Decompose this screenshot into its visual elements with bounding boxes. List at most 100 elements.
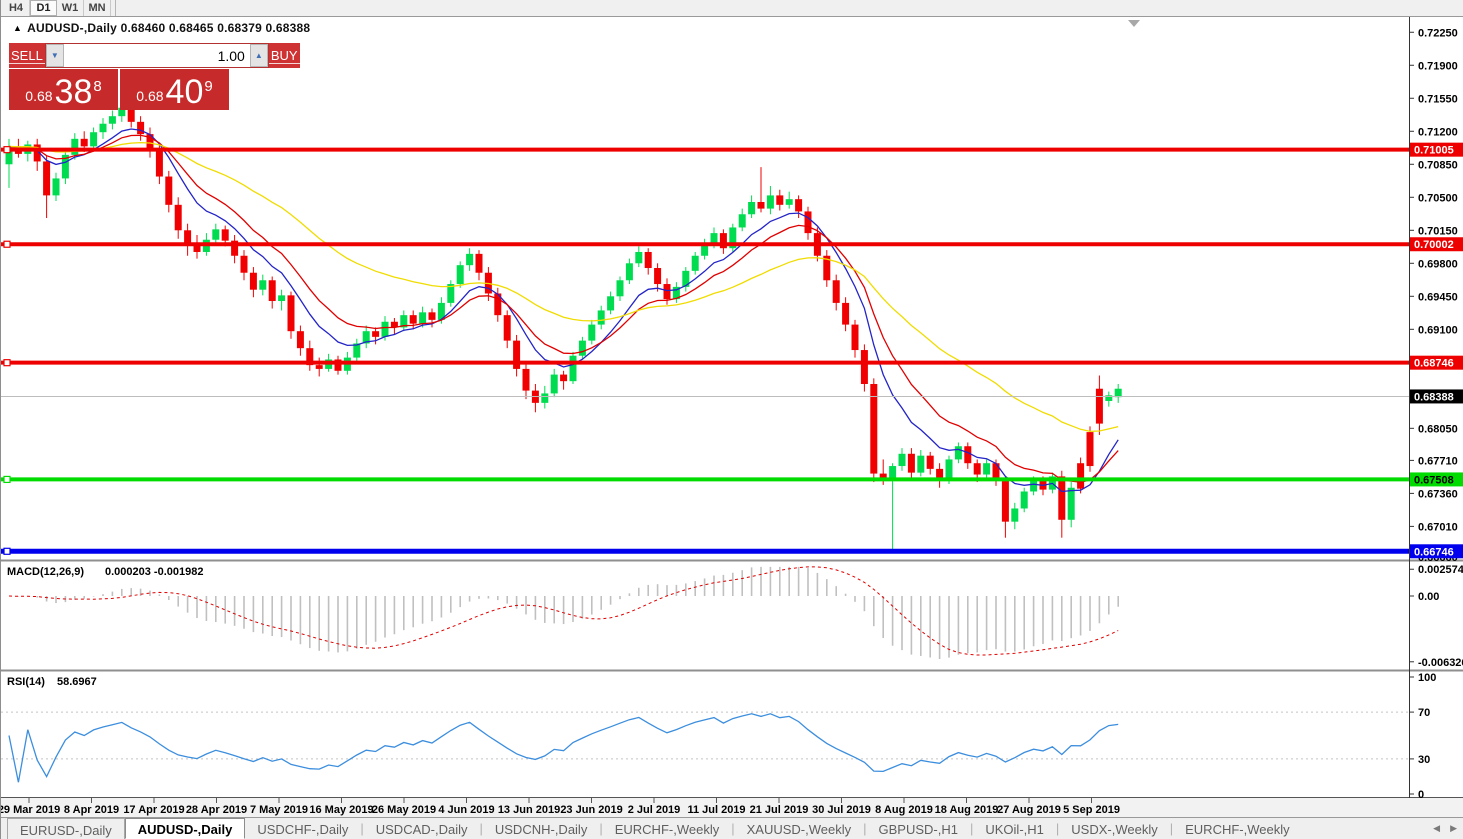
buy-button-label: BUY — [268, 47, 300, 64]
chart-tab-xauusd-weekly[interactable]: XAUUSD-,Weekly — [746, 822, 852, 837]
macd-pane[interactable] — [8, 566, 1119, 660]
ma-8-line — [8, 128, 1119, 493]
rsi-pane[interactable] — [1, 711, 1409, 783]
chart-canvas[interactable]: 0.72250 0.71900 0.71550 0.71200 0.70850 0.705… — [1, 17, 1463, 817]
chart-tab-eurusd-daily[interactable]: EURUSD-,Daily — [7, 818, 125, 839]
volume-increase-button[interactable]: ▲ — [249, 44, 268, 67]
rsi-tick-label: 100 — [1418, 672, 1436, 684]
candle-bullish — [550, 374, 558, 394]
price-badge-label: 0.66746 — [1414, 546, 1454, 558]
candlestick-series[interactable] — [5, 102, 1122, 550]
timeframe-button-mn[interactable]: MN — [84, 0, 111, 16]
price-badge-label: 0.70002 — [1414, 239, 1454, 251]
date-axis-strip[interactable] — [1, 798, 1463, 817]
date-tick-label: 11 Jul 2019 — [687, 804, 745, 816]
volume-input[interactable] — [63, 44, 250, 67]
candle-bullish — [625, 263, 633, 281]
price-tick-label: 0.71200 — [1418, 126, 1458, 138]
one-click-trading-widget: SELL ▼ ▲ BUY 0.68 38 8 0.68 — [9, 43, 300, 110]
rsi-label: RSI(14) — [7, 676, 45, 688]
sell-price-big: 38 — [54, 73, 93, 111]
rsi-axis[interactable]: 100 70 30 0 — [1409, 672, 1436, 801]
hline-handle[interactable] — [3, 475, 11, 484]
date-tick-label: 30 Jul 2019 — [812, 804, 871, 816]
sell-button[interactable]: SELL — [9, 43, 45, 68]
tab-separator: | — [479, 821, 483, 836]
date-tick-label: 13 Jun 2019 — [498, 804, 560, 816]
hline-handle[interactable] — [3, 359, 11, 367]
timeframe-button-h4[interactable]: H4 — [3, 0, 30, 16]
candle-bearish — [513, 340, 521, 369]
chart-area[interactable]: 0.72250 0.71900 0.71550 0.71200 0.70850 0.705… — [1, 17, 1463, 817]
volume-decrease-button[interactable]: ▼ — [45, 44, 64, 67]
candle-bearish — [334, 359, 342, 371]
hline-handle[interactable] — [3, 146, 11, 154]
chart-shift-marker-icon[interactable] — [1128, 20, 1140, 27]
candle-bullish — [983, 463, 991, 475]
price-tick-label: 0.70500 — [1418, 192, 1458, 204]
candle-bearish — [804, 211, 812, 234]
chart-tab-usdx-weekly[interactable]: USDX-,Weekly — [1071, 822, 1158, 837]
chart-tab-usdcnh-daily[interactable]: USDCNH-,Daily — [494, 822, 588, 837]
timeframe-toolbar: H4 D1 W1 MN — [1, 0, 1463, 17]
tab-scroll-right-icon[interactable]: ▶ — [1450, 823, 1457, 833]
chart-tab-usdcad-daily[interactable]: USDCAD-,Daily — [375, 822, 468, 837]
candle-bullish — [917, 455, 925, 473]
hline-handle[interactable] — [3, 240, 11, 248]
price-axis[interactable]: 0.72250 0.71900 0.71550 0.71200 0.70850 0.705… — [1409, 27, 1463, 564]
chart-tab-eurchf-weekly[interactable]: EURCHF-,Weekly — [614, 822, 720, 837]
rsi-tick-label: 30 — [1418, 754, 1430, 766]
rsi-value: 58.6967 — [57, 676, 97, 688]
chart-tab-usdchf-daily[interactable]: USDCHF-,Daily — [257, 822, 349, 837]
candle-bullish — [945, 459, 953, 481]
candle-bullish — [99, 123, 107, 133]
tab-scroll-arrows: ◀ ▶ — [1433, 818, 1457, 839]
candle-bearish — [249, 272, 257, 290]
chart-tab-gbpusd-h1[interactable]: GBPUSD-,H1 — [878, 822, 958, 837]
price-tick-label: 0.71900 — [1418, 60, 1458, 72]
candle-bearish — [522, 368, 530, 391]
chart-tab-audusd-daily[interactable]: AUDUSD-,Daily — [124, 818, 246, 839]
sell-price-box[interactable]: 0.68 38 8 — [9, 69, 118, 110]
date-tick-label: 28 Apr 2019 — [186, 804, 247, 816]
timeframe-button-d1[interactable]: D1 — [30, 0, 57, 16]
candle-bullish — [259, 280, 267, 290]
chart-tab-eurchf-weekly[interactable]: EURCHF-,Weekly — [1185, 822, 1290, 837]
date-tick-label: 23 Jun 2019 — [560, 804, 622, 816]
timeframe-button-w1[interactable]: W1 — [57, 0, 84, 16]
sell-price-pip: 8 — [93, 78, 102, 95]
candle-bullish — [278, 295, 286, 302]
price-tick-label: 0.72250 — [1418, 27, 1458, 39]
macd-axis[interactable]: 0.002574 0.00 -0.006326 — [1409, 564, 1463, 669]
candle-bullish — [954, 446, 962, 460]
date-tick-label: 21 Jul 2019 — [750, 804, 809, 816]
candle-bearish — [654, 268, 662, 285]
price-tick-label: 0.69100 — [1418, 324, 1458, 336]
candle-bullish — [118, 107, 126, 117]
candle-bullish — [1067, 487, 1075, 520]
candle-bearish — [409, 315, 417, 324]
date-tick-label: 29 Mar 2019 — [1, 804, 60, 816]
tab-separator: | — [1169, 821, 1174, 836]
candle-bullish — [729, 227, 737, 249]
price-badge — [1410, 355, 1463, 370]
chart-tab-ukoil-h1[interactable]: UKOil-,H1 — [985, 822, 1044, 837]
date-tick-label: 27 Aug 2019 — [997, 804, 1061, 816]
price-badge-label: 0.67508 — [1414, 474, 1454, 486]
tab-scroll-left-icon[interactable]: ◀ — [1433, 823, 1441, 833]
buy-price-big: 40 — [165, 73, 204, 111]
candle-bearish — [184, 230, 192, 243]
candle-bearish — [776, 195, 784, 205]
price-tick-label: 0.67360 — [1418, 488, 1458, 500]
buy-price-box[interactable]: 0.68 40 9 — [120, 69, 229, 110]
candle-bullish — [569, 355, 577, 382]
candle-bullish — [616, 280, 624, 297]
horizontal-level-lines[interactable] — [1, 146, 1409, 555]
price-badge — [1410, 237, 1463, 252]
buy-button[interactable]: BUY — [268, 43, 300, 68]
candle-bearish — [870, 383, 878, 474]
hline-handle[interactable] — [3, 547, 11, 555]
candle-bearish — [221, 229, 229, 241]
macd-tick-label: 0.00 — [1418, 591, 1439, 603]
date-axis[interactable]: 29 Mar 2019 8 Apr 2019 17 Apr 2019 28 Apr 2… — [1, 798, 1120, 816]
